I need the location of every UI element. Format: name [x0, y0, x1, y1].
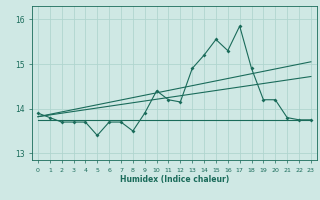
X-axis label: Humidex (Indice chaleur): Humidex (Indice chaleur): [120, 175, 229, 184]
